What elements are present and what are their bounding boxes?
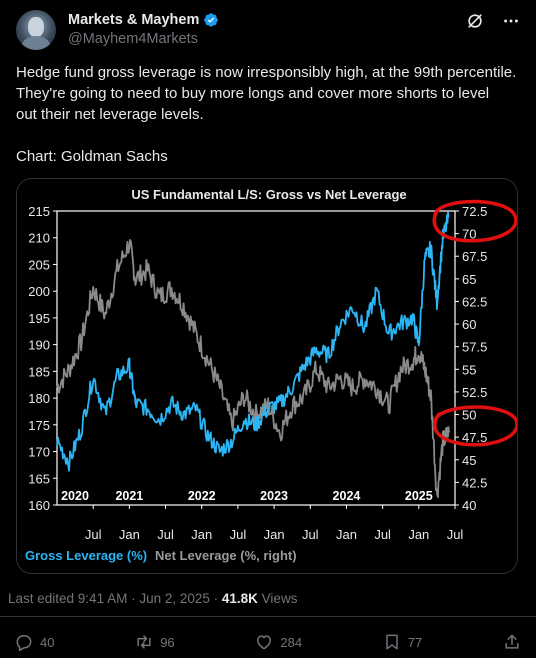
x-axis-month-label: Jan	[336, 527, 357, 542]
x-axis-month-label: Jul	[157, 527, 174, 542]
left-axis-tick-label: 175	[28, 418, 50, 433]
annotation-circle-top	[432, 199, 517, 243]
x-axis-month-label: Jan	[408, 527, 429, 542]
left-axis-tick-label: 180	[28, 391, 50, 406]
right-axis-tick-label: 62.5	[462, 294, 487, 309]
left-axis-tick-label: 160	[28, 498, 50, 513]
action-bar: 40 96 284 77	[14, 630, 522, 654]
left-axis-tick-label: 205	[28, 257, 50, 272]
right-axis-tick-label: 50	[462, 408, 476, 423]
net-leverage-line	[56, 239, 450, 498]
bookmark-count: 77	[407, 634, 423, 650]
x-axis-month-label: Jul	[374, 527, 391, 542]
left-axis-tick-label: 215	[28, 204, 50, 219]
share-button[interactable]	[502, 632, 522, 652]
views-label: Views	[257, 591, 298, 606]
left-axis-tick-label: 165	[28, 471, 50, 486]
left-axis-tick-label: 170	[28, 445, 50, 460]
left-axis-tick-label: 190	[28, 338, 50, 353]
repost-button[interactable]: 96	[134, 632, 175, 652]
plot-frame	[56, 210, 456, 506]
chart-title: US Fundamental L/S: Gross vs Net Leverag…	[131, 187, 406, 202]
x-axis-year-label: 2023	[260, 489, 288, 503]
x-axis-month-label: Jul	[85, 527, 102, 542]
legend-gross-leverage: Gross Leverage (%)	[25, 548, 147, 563]
like-count: 284	[280, 634, 303, 650]
x-axis-month-label: Jul	[447, 527, 464, 542]
left-axis-tick-label: 185	[28, 364, 50, 379]
plot-layer: 215 210 205 200 195 190 185 180 175 170 165 160 72.5…	[25, 199, 517, 563]
more-icon[interactable]	[502, 12, 520, 30]
tweet-text-source: Chart: Goldman Sachs	[16, 148, 168, 165]
bookmark-icon	[386, 634, 398, 650]
right-axis-tick-label: 72.5	[462, 204, 487, 219]
tweet-text-line: Hedge fund gross leverage is now irrespo…	[16, 64, 517, 81]
right-axis-tick-label: 45	[462, 453, 476, 468]
reply-button[interactable]: 40	[14, 632, 54, 652]
x-axis-month-label: Jan	[119, 527, 140, 542]
author-display-name[interactable]: Markets & Mayhem	[68, 12, 200, 28]
tweet-text-line: out their net leverage levels.	[16, 106, 204, 123]
x-axis-year-label: 2024	[333, 489, 361, 503]
x-axis-month-label: Jul	[302, 527, 319, 542]
left-axis-tick-label: 195	[28, 311, 50, 326]
right-axis-tick-label: 42.5	[462, 475, 487, 490]
right-axis-tick-label: 60	[462, 317, 476, 332]
chart-background	[17, 179, 517, 573]
x-axis-year-label: 2021	[115, 489, 143, 503]
x-axis-month-label: Jan	[264, 527, 285, 542]
avatar-body	[22, 36, 50, 50]
share-icon	[505, 634, 519, 649]
edited-timestamp[interactable]: Last edited 9:41 AM · Jun 2, 2025 ·	[8, 591, 222, 606]
right-axis-tick-label: 57.5	[462, 340, 487, 355]
left-axis-tick-label: 210	[28, 231, 50, 246]
repost-count: 96	[160, 634, 175, 650]
header-actions	[466, 12, 520, 30]
right-axis-tick-label: 67.5	[462, 249, 487, 264]
tweet-meta: Last edited 9:41 AM · Jun 2, 2025 · 41.8…	[8, 591, 297, 606]
avatar[interactable]	[16, 10, 56, 50]
x-axis-month-label: Jan	[191, 527, 212, 542]
author-display-name-row[interactable]: Markets & Mayhem	[68, 12, 219, 28]
text-spacer	[16, 125, 520, 146]
tweet-header: Markets & Mayhem @Mayhem4Markets	[16, 10, 520, 50]
x-axis-year-label: 2022	[188, 489, 216, 503]
reply-count: 40	[40, 634, 55, 650]
right-axis-tick-label: 52.5	[462, 385, 487, 400]
gross-leverage-line	[56, 211, 450, 472]
repost-icon	[137, 635, 151, 649]
bookmark-button[interactable]: 77	[382, 632, 422, 652]
leverage-chart: US Fundamental L/S: Gross vs Net Leverag…	[17, 179, 517, 573]
views-count: 41.8K	[221, 591, 258, 606]
legend-net-leverage: Net Leverage (%, right)	[155, 548, 297, 563]
author-handle[interactable]: @Mayhem4Markets	[68, 31, 198, 47]
like-icon	[257, 635, 272, 650]
right-axis-tick-label: 70	[462, 227, 476, 242]
reply-icon	[16, 635, 32, 652]
x-axis-month-label: Jul	[230, 527, 247, 542]
author-names: Markets & Mayhem @Mayhem4Markets	[68, 11, 219, 47]
left-axis-tick-label: 200	[28, 284, 50, 299]
avatar-face	[28, 17, 44, 37]
x-axis-year-label: 2020	[61, 489, 89, 503]
tweet-text: Hedge fund gross leverage is now irrespo…	[16, 62, 520, 167]
right-axis-tick-label: 40	[462, 498, 476, 513]
x-axis-year-label: 2025	[405, 489, 433, 503]
right-axis-tick-label: 65	[462, 272, 476, 287]
divider	[0, 616, 536, 617]
annotation-circle-bottom	[433, 405, 517, 447]
chart-image[interactable]: US Fundamental L/S: Gross vs Net Leverag…	[16, 178, 518, 574]
right-axis-tick-label: 47.5	[462, 430, 487, 445]
verified-badge-icon	[204, 13, 219, 27]
grok-icon[interactable]	[466, 12, 484, 30]
tweet-text-line: They're going to need to buy more longs …	[16, 85, 490, 102]
like-button[interactable]: 284	[254, 632, 302, 652]
right-axis-tick-label: 55	[462, 362, 476, 377]
